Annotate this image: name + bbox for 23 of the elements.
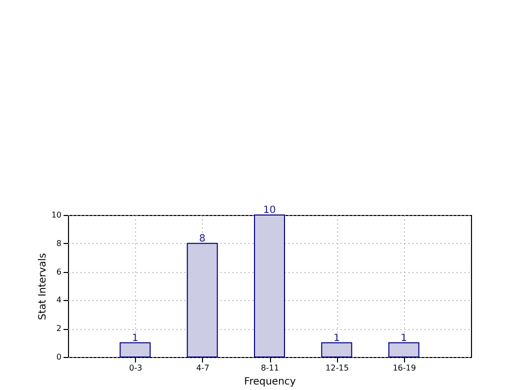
y-tick-label: 6: [56, 267, 62, 276]
x-tick-label: 0-3: [129, 364, 142, 372]
y-tick-label: 8: [56, 238, 62, 248]
x-tick-label: 16-19: [392, 364, 416, 372]
bar: [321, 342, 352, 358]
x-tick-label: 4-7: [196, 364, 210, 372]
y-axis-title: Stat Intervals: [37, 252, 48, 320]
y-tick-label: 10: [51, 210, 62, 220]
x-tick-label: 12-15: [326, 364, 349, 372]
x-tick-label: 8-11: [260, 364, 280, 372]
bar: [120, 342, 151, 358]
y-tick-label: 2: [56, 324, 62, 334]
data-label: 8: [199, 233, 206, 244]
data-label: 10: [263, 205, 276, 216]
y-tick-label: 0: [56, 352, 62, 362]
x-axis-title: Frequency: [244, 376, 296, 388]
bar: [186, 242, 218, 358]
data-label: 1: [132, 332, 138, 344]
y-tick-label: 4: [56, 296, 62, 305]
bar: [254, 214, 285, 358]
bar: [388, 342, 420, 358]
data-label: 1: [400, 332, 408, 344]
data-label: 1: [333, 332, 340, 344]
